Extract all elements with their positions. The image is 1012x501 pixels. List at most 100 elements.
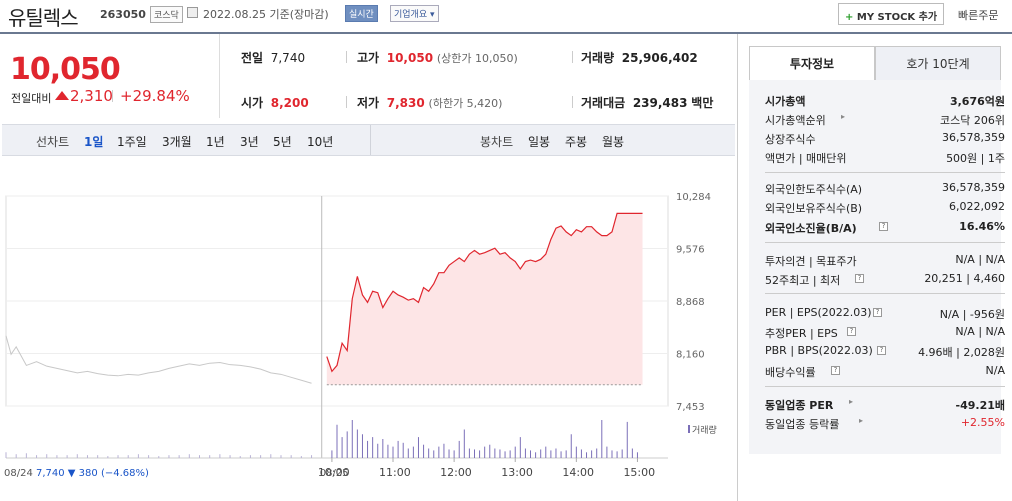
divider bbox=[765, 293, 1005, 294]
open-cell: 시가 8,200 bbox=[241, 94, 309, 111]
quote-date: 2022.08.25 기준(장마감) bbox=[203, 8, 329, 21]
industry-per-label[interactable]: 동일업종 PER bbox=[765, 399, 834, 412]
opinion-label: 투자의견 | 목표주가 bbox=[765, 255, 857, 268]
prev-close-value: 7,740 bbox=[270, 51, 306, 65]
par-value-value: 500원 | 1주 bbox=[946, 152, 1005, 165]
high-cell: 고가 10,050 (상한가 10,050) bbox=[357, 49, 518, 66]
market-cap-label: 시가총액 bbox=[765, 95, 806, 108]
upper-limit: (상한가 10,050) bbox=[436, 52, 518, 65]
today-date-label: 08/25 bbox=[320, 468, 349, 479]
today-price-line bbox=[326, 212, 643, 373]
x-tick-label: 13:00 bbox=[501, 466, 533, 479]
tab-daily[interactable]: 일봉 bbox=[528, 135, 551, 149]
intraday-price-chart[interactable]: 10,284 9,576 8,868 8,160 7,453 거래량 10:00 11:00 1… bbox=[2, 158, 735, 501]
tab-10y[interactable]: 10년 bbox=[307, 135, 334, 149]
investment-info-panel: 투자정보 호가 10단계 시가총액 3,676억원 시가총액순위 ▸ 코스닥 206위… bbox=[737, 34, 1012, 501]
divider bbox=[765, 242, 1005, 243]
foreign-ratio-value: 16.46% bbox=[959, 220, 1005, 233]
amount-value: 239,483 bbox=[632, 96, 688, 110]
prev-close-summary: 7,740 ▼ 380 (−4.68%) bbox=[36, 468, 149, 479]
tab-1d[interactable]: 1일 bbox=[84, 135, 104, 149]
tab-monthly[interactable]: 월봉 bbox=[602, 135, 625, 149]
industry-change-label[interactable]: 동일업종 등락률 bbox=[765, 418, 840, 431]
volume-value: 25,906,402 bbox=[621, 51, 698, 65]
open-label: 시가 bbox=[241, 96, 264, 110]
tab-investment-info[interactable]: 투자정보 bbox=[749, 46, 875, 81]
prev-date-label: 08/24 bbox=[4, 468, 33, 479]
tab-3m[interactable]: 3개월 bbox=[162, 135, 192, 149]
divider bbox=[572, 96, 573, 108]
caret-right-icon: ▸ bbox=[849, 397, 854, 406]
x-tick-label: 15:00 bbox=[623, 466, 655, 479]
market-cap-rank-label[interactable]: 시가총액순위 bbox=[765, 114, 826, 127]
opinion-value: N/A | N/A bbox=[955, 253, 1005, 266]
per-eps-label: PER | EPS(2022.03) bbox=[765, 306, 872, 319]
company-overview-dropdown[interactable]: 기업개요 ▾ bbox=[390, 5, 439, 22]
divider bbox=[765, 386, 1005, 387]
add-my-stock-label: MY STOCK 추가 bbox=[856, 12, 938, 23]
lower-limit: (하한가 5,420) bbox=[428, 97, 503, 110]
x-tick-label: 12:00 bbox=[440, 466, 472, 479]
divider bbox=[346, 51, 347, 63]
up-arrow-icon bbox=[55, 91, 69, 100]
current-price: 10,050 bbox=[10, 52, 121, 87]
help-icon[interactable]: ? bbox=[855, 274, 864, 283]
high-label: 고가 bbox=[357, 51, 380, 65]
tab-5y[interactable]: 5년 bbox=[273, 135, 292, 149]
volume-legend-swatch bbox=[688, 425, 690, 433]
x-tick-label: 11:00 bbox=[379, 466, 411, 479]
prev-close-label: 전일 bbox=[241, 51, 264, 65]
change-label: 전일대비 bbox=[11, 92, 52, 105]
chart-period-tabs: 선차트 1일 1주일 3개월 1년 3년 5년 10년 봉차트 일봉 주봉 월봉 bbox=[2, 124, 735, 156]
help-icon[interactable]: ? bbox=[847, 327, 856, 336]
tab-weekly[interactable]: 주봉 bbox=[565, 135, 588, 149]
help-icon[interactable]: ? bbox=[879, 222, 888, 231]
market-cap-rank-value: 코스닥 206위 bbox=[940, 114, 1005, 127]
price-change-percent: +29.84% bbox=[120, 87, 190, 105]
y-tick-label: 7,453 bbox=[676, 402, 705, 413]
foreign-limit-label: 외국인한도주식수(A) bbox=[765, 183, 863, 196]
help-icon[interactable]: ? bbox=[877, 346, 886, 355]
candle-chart-label: 봉차트 bbox=[480, 135, 514, 149]
amount-label: 거래대금 bbox=[581, 96, 626, 110]
divider bbox=[765, 172, 1005, 173]
x-tick-label: 14:00 bbox=[562, 466, 594, 479]
low-label: 저가 bbox=[357, 96, 380, 110]
help-icon[interactable]: ? bbox=[831, 366, 840, 375]
help-icon[interactable]: ? bbox=[873, 308, 882, 317]
pbr-bps-value: 4.96배 | 2,028원 bbox=[918, 346, 1005, 359]
tab-1w[interactable]: 1주일 bbox=[117, 135, 147, 149]
add-my-stock-button[interactable]: + MY STOCK 추가 bbox=[838, 3, 945, 25]
industry-change-value: +2.55% bbox=[960, 416, 1005, 429]
dividend-value: N/A bbox=[985, 364, 1005, 377]
realtime-button[interactable]: 실시간 bbox=[345, 5, 378, 22]
low-value: 7,830 bbox=[386, 96, 425, 110]
52w-label: 52주최고 | 최저 bbox=[765, 274, 841, 287]
today-price-area bbox=[326, 213, 643, 385]
tab-1y[interactable]: 1년 bbox=[206, 135, 225, 149]
low-cell: 저가 7,830 (하한가 5,420) bbox=[357, 94, 502, 111]
line-chart-label: 선차트 bbox=[36, 135, 70, 149]
open-value: 8,200 bbox=[270, 96, 309, 110]
stock-name[interactable]: 유틸렉스 bbox=[8, 6, 79, 30]
listed-shares-value: 36,578,359 bbox=[942, 131, 1005, 144]
listed-shares-label: 상장주식수 bbox=[765, 133, 816, 146]
foreign-limit-value: 36,578,359 bbox=[942, 181, 1005, 194]
quick-order-button[interactable]: 빠른주문 bbox=[958, 9, 999, 22]
y-tick-label: 8,160 bbox=[676, 350, 705, 361]
volume-label: 거래량 bbox=[581, 51, 615, 65]
caret-right-icon: ▸ bbox=[841, 112, 846, 121]
foreign-ratio-label: 외국인소진율(B/A) bbox=[765, 222, 857, 235]
est-per-value: N/A | N/A bbox=[955, 325, 1005, 338]
divider bbox=[112, 90, 113, 102]
tab-3y[interactable]: 3년 bbox=[240, 135, 259, 149]
y-tick-label: 8,868 bbox=[676, 297, 705, 308]
investment-info-table: 시가총액 3,676억원 시가총액순위 ▸ 코스닥 206위 상장주식수 36,578,… bbox=[749, 80, 1005, 454]
dividend-label: 배당수익률 bbox=[765, 366, 816, 379]
est-per-label: 추정PER | EPS bbox=[765, 327, 838, 340]
52w-value: 20,251 | 4,460 bbox=[924, 272, 1005, 285]
tab-order-book[interactable]: 호가 10단계 bbox=[875, 46, 1001, 81]
per-eps-value: N/A | -956원 bbox=[939, 308, 1005, 321]
divider bbox=[370, 125, 371, 155]
high-value: 10,050 bbox=[386, 51, 434, 65]
